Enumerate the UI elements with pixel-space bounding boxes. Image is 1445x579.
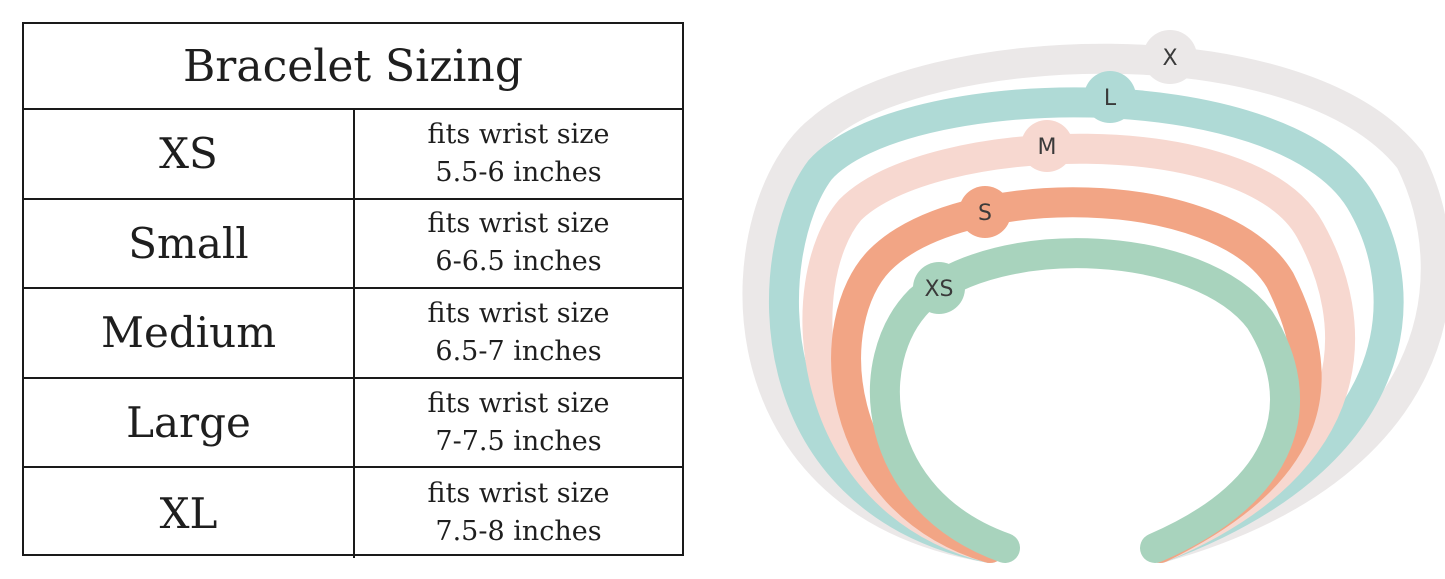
fit-range: 6-6.5 inches: [435, 246, 602, 278]
band-s-label: S: [978, 201, 992, 226]
size-fit: fits wrist size 6.5-7 inches: [355, 289, 682, 377]
band-m-badge: [1021, 120, 1073, 172]
size-row-xs: XS fits wrist size 5.5-6 inches: [24, 110, 682, 200]
band-m: M: [802, 120, 1356, 563]
size-name: XS: [24, 110, 355, 198]
fit-range: 5.5-6 inches: [435, 156, 602, 188]
band-l: L: [768, 71, 1404, 563]
fit-label: fits wrist size: [427, 118, 610, 150]
size-name: Small: [24, 199, 355, 288]
size-name: XL: [24, 468, 355, 558]
band-x-arc: [742, 43, 1445, 563]
size-row-small: Small fits wrist size 6-6.5 inches: [24, 199, 682, 290]
band-x-badge: [1143, 30, 1197, 84]
fit-range: 6.5-7 inches: [435, 335, 602, 367]
bracelet-size-diagram: X L M S XS: [742, 30, 1445, 563]
size-row-xl: XL fits wrist size 7.5-8 inches: [24, 468, 682, 558]
table-title: Bracelet Sizing: [24, 24, 682, 110]
band-s: S: [831, 186, 1322, 563]
size-row-large: Large fits wrist size 7-7.5 inches: [24, 378, 682, 469]
band-s-badge: [959, 186, 1011, 238]
band-xs-label: XS: [924, 277, 953, 302]
size-fit: fits wrist size 7-7.5 inches: [355, 379, 682, 467]
fit-label: fits wrist size: [427, 297, 610, 329]
band-l-arc: [768, 87, 1404, 563]
fit-label: fits wrist size: [427, 387, 610, 419]
band-m-label: M: [1038, 135, 1057, 160]
band-s-arc: [831, 187, 1322, 563]
band-xs-arc: [870, 238, 1300, 563]
band-xs-badge: [913, 262, 965, 314]
size-row-medium: Medium fits wrist size 6.5-7 inches: [24, 289, 682, 379]
size-name: Medium: [24, 289, 355, 377]
size-fit: fits wrist size 7.5-8 inches: [355, 468, 682, 558]
fit-label: fits wrist size: [427, 478, 610, 510]
band-l-label: L: [1104, 86, 1117, 111]
band-l-badge: [1084, 71, 1136, 123]
bracelet-sizing-table: Bracelet Sizing XS fits wrist size 5.5-6…: [22, 22, 684, 558]
band-xs: XS: [870, 238, 1300, 563]
band-x-label: X: [1162, 46, 1177, 71]
fit-range: 7.5-8 inches: [435, 516, 602, 548]
size-fit: fits wrist size 6-6.5 inches: [355, 200, 682, 288]
fit-label: fits wrist size: [427, 208, 610, 240]
fit-range: 7-7.5 inches: [435, 425, 602, 457]
size-fit: fits wrist size 5.5-6 inches: [355, 110, 682, 198]
band-x: X: [742, 30, 1445, 563]
size-name: Large: [24, 378, 355, 467]
band-m-arc: [802, 133, 1356, 563]
